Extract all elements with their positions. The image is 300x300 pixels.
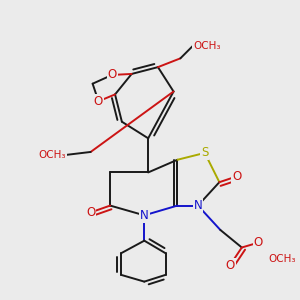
- Text: OCH₃: OCH₃: [39, 150, 66, 160]
- Text: O: O: [94, 95, 103, 108]
- Text: O: O: [226, 259, 235, 272]
- Text: S: S: [201, 146, 208, 159]
- Text: O: O: [254, 236, 263, 249]
- Text: O: O: [86, 206, 95, 219]
- Text: N: N: [194, 199, 202, 212]
- Text: O: O: [107, 68, 117, 81]
- Text: OCH₃: OCH₃: [268, 254, 296, 264]
- Text: N: N: [140, 209, 149, 222]
- Text: O: O: [232, 170, 242, 183]
- Text: OCH₃: OCH₃: [193, 41, 220, 51]
